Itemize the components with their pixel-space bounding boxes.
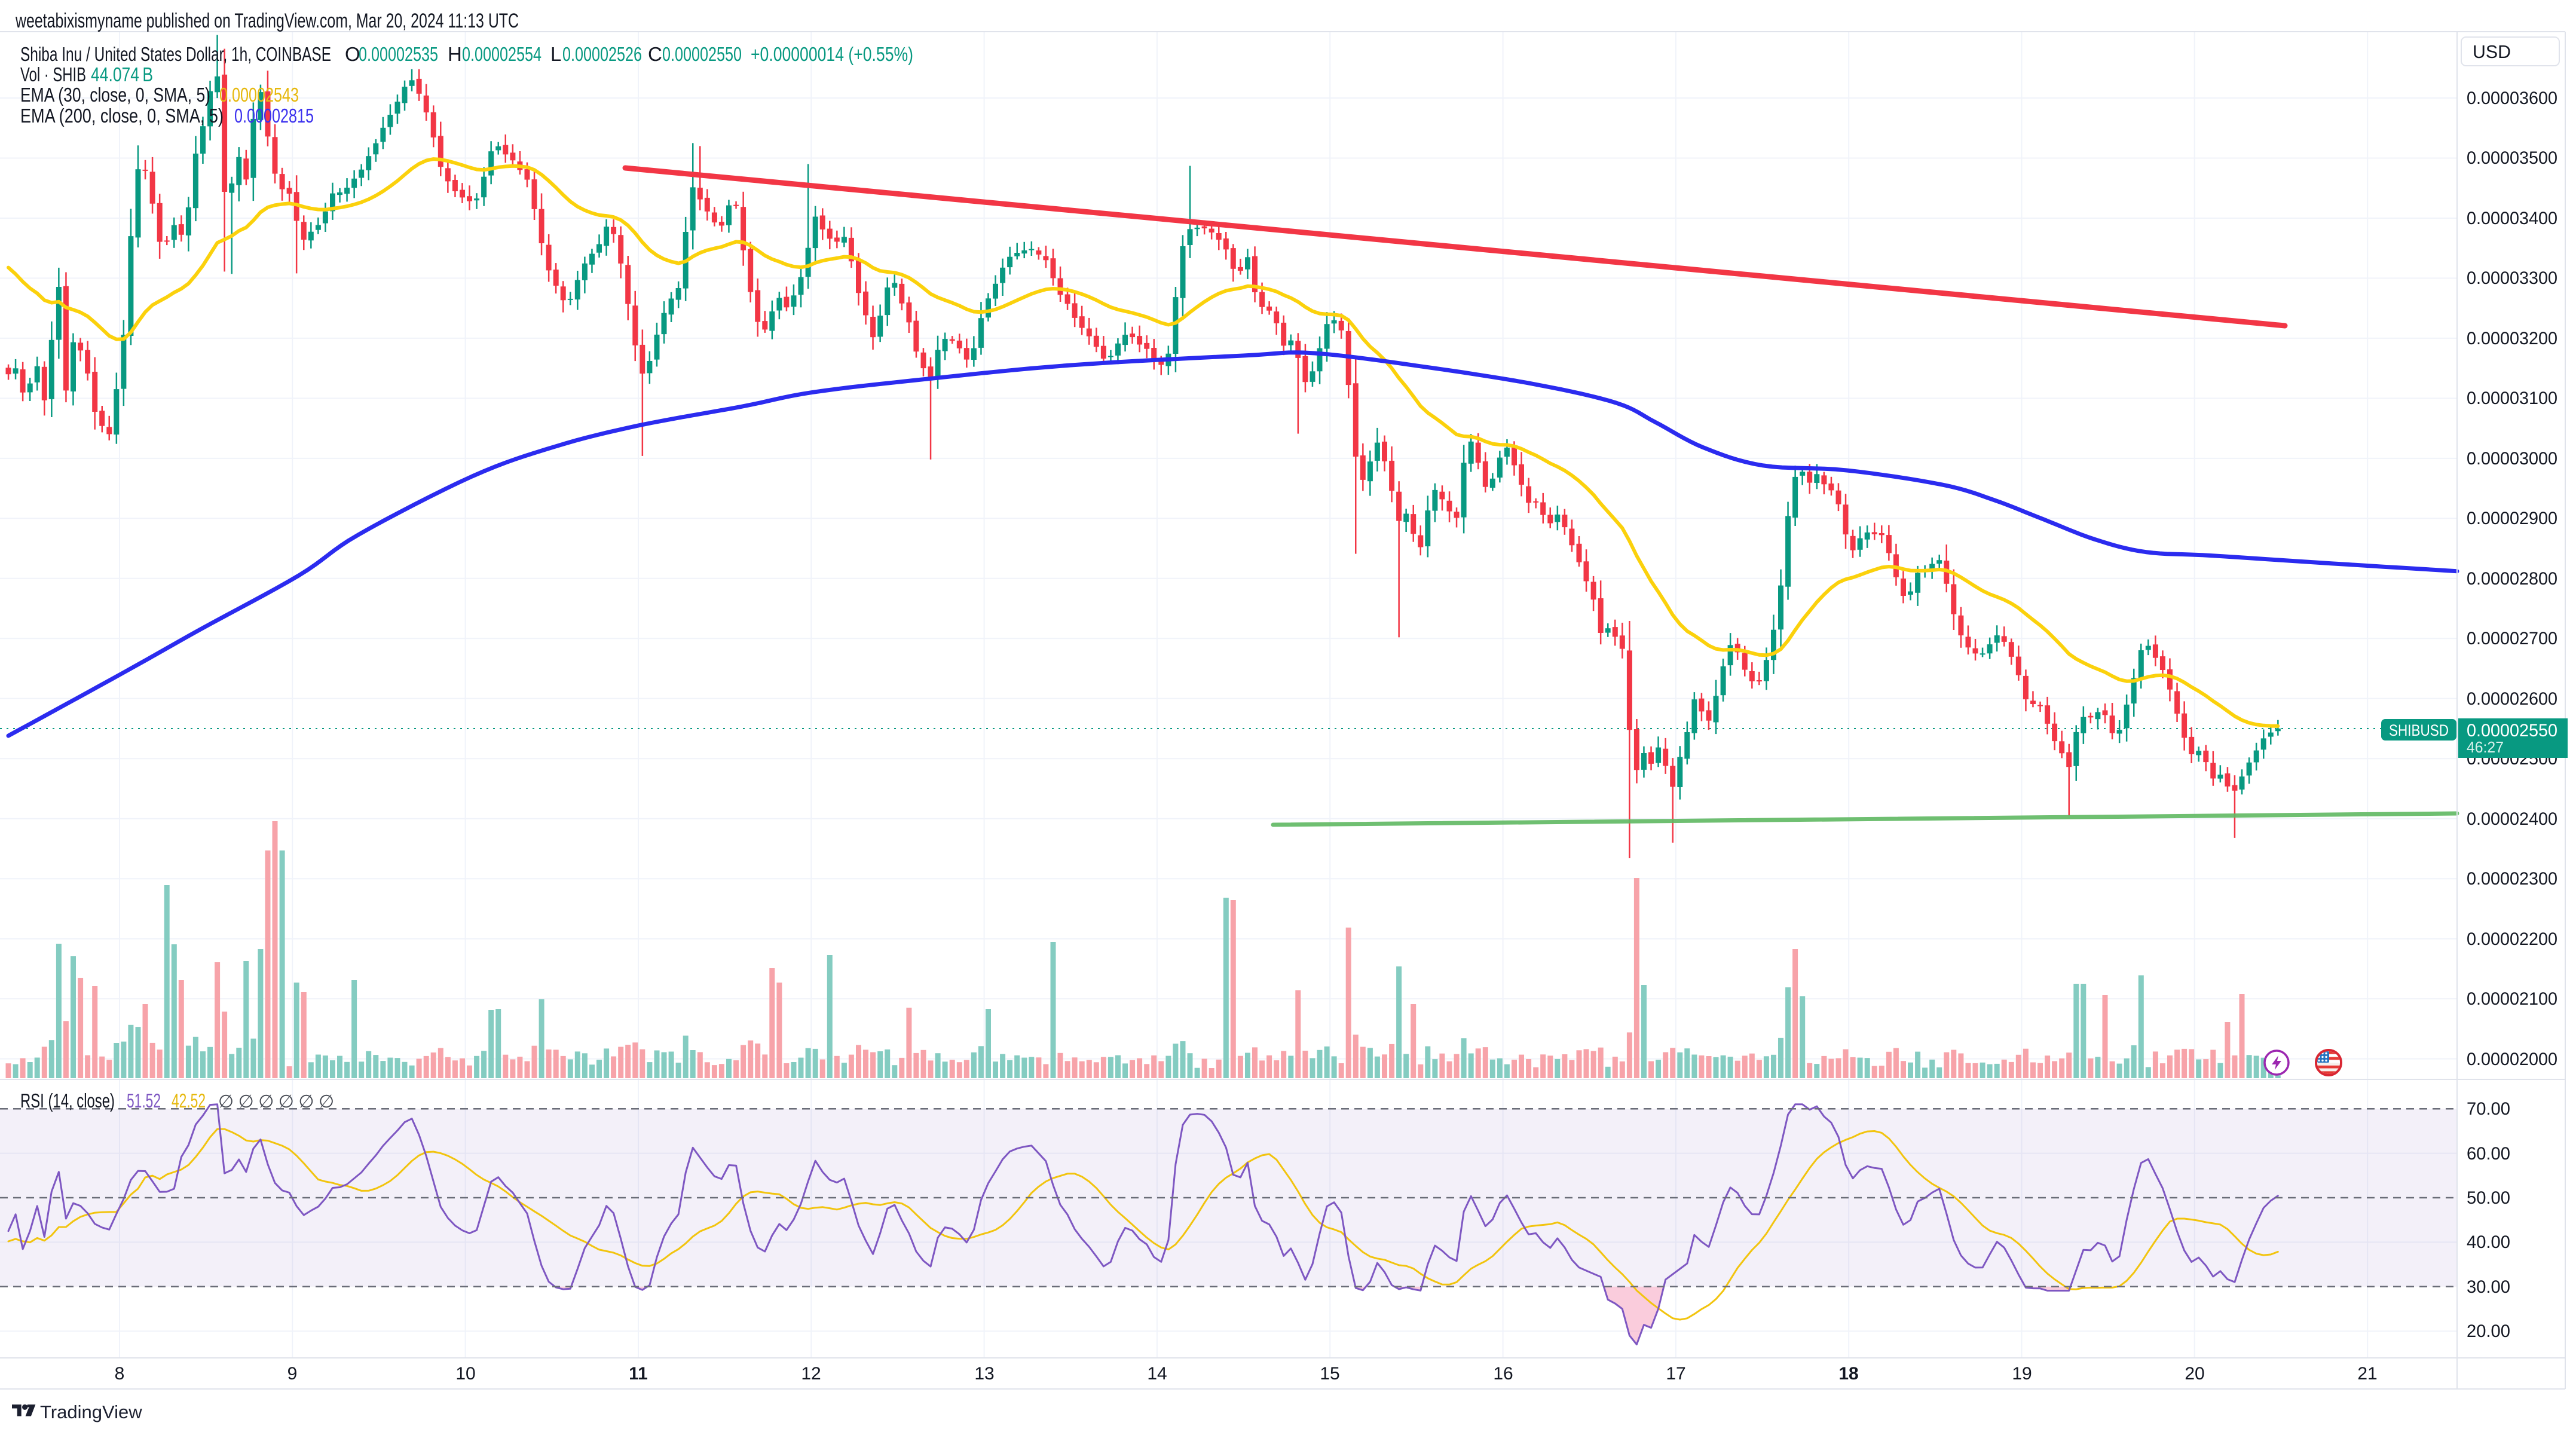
svg-text:16: 16: [1493, 1364, 1513, 1384]
svg-text:18: 18: [1838, 1364, 1858, 1384]
svg-text:51.52: 51.52: [127, 1090, 161, 1112]
svg-text:∅: ∅: [298, 1092, 314, 1112]
svg-text:46:27: 46:27: [2467, 738, 2504, 756]
svg-text:15: 15: [1320, 1364, 1339, 1384]
svg-text:0.00003300: 0.00003300: [2467, 268, 2557, 288]
svg-text:0.00002400: 0.00002400: [2467, 809, 2557, 829]
svg-text:weetabixismyname published on: weetabixismyname published on TradingVie…: [15, 10, 519, 32]
svg-text:0.00003500: 0.00003500: [2467, 148, 2557, 168]
svg-text:0.00003600: 0.00003600: [2467, 88, 2557, 108]
svg-text:USD: USD: [2473, 41, 2511, 62]
svg-text:∅: ∅: [279, 1092, 294, 1112]
svg-text:Shiba Inu / United States Doll: Shiba Inu / United States Dollar, 1h, CO…: [20, 43, 331, 65]
svg-text:0.00002700: 0.00002700: [2467, 629, 2557, 648]
svg-text:30.00: 30.00: [2467, 1277, 2510, 1297]
svg-text:0.00002526: 0.00002526: [562, 43, 642, 65]
svg-text:RSI (14, close): RSI (14, close): [20, 1090, 115, 1112]
svg-text:C: C: [648, 43, 662, 65]
svg-text:0.00002300: 0.00002300: [2467, 869, 2557, 889]
svg-text:TradingView: TradingView: [40, 1402, 142, 1422]
svg-text:44.074 B: 44.074 B: [91, 63, 153, 85]
svg-text:0.00002000: 0.00002000: [2467, 1049, 2557, 1069]
svg-text:EMA (200, close, 0, SMA, 5): EMA (200, close, 0, SMA, 5): [20, 105, 224, 127]
svg-text:0.00002550: 0.00002550: [2467, 721, 2557, 741]
svg-text:10: 10: [455, 1364, 475, 1384]
svg-text:0.00002900: 0.00002900: [2467, 509, 2557, 528]
svg-text:0.00003100: 0.00003100: [2467, 388, 2557, 408]
svg-text:21: 21: [2357, 1364, 2377, 1384]
svg-text:20.00: 20.00: [2467, 1321, 2510, 1341]
svg-text:8: 8: [115, 1364, 125, 1384]
svg-text:0.00002200: 0.00002200: [2467, 929, 2557, 949]
svg-text:0.00002815: 0.00002815: [234, 105, 314, 127]
svg-text:L: L: [550, 43, 561, 65]
svg-text:14: 14: [1147, 1364, 1167, 1384]
svg-text:0.00002550: 0.00002550: [662, 43, 742, 65]
svg-text:11: 11: [629, 1364, 648, 1384]
svg-text:0.00003000: 0.00003000: [2467, 449, 2557, 469]
svg-text:∅: ∅: [258, 1092, 274, 1112]
svg-text:0.00002554: 0.00002554: [462, 43, 541, 65]
svg-text:0.00002100: 0.00002100: [2467, 989, 2557, 1009]
svg-text:Vol · SHIB: Vol · SHIB: [20, 63, 86, 85]
svg-text:O: O: [345, 43, 360, 65]
svg-text:12: 12: [801, 1364, 821, 1384]
svg-text:∅: ∅: [238, 1092, 254, 1112]
svg-text:0.00002600: 0.00002600: [2467, 689, 2557, 709]
svg-text:40.00: 40.00: [2467, 1232, 2510, 1252]
svg-text:∅: ∅: [218, 1092, 234, 1112]
svg-text:∅: ∅: [319, 1092, 334, 1112]
svg-text:+0.00000014 (+0.55%): +0.00000014 (+0.55%): [751, 43, 913, 65]
svg-text:SHIBUSD: SHIBUSD: [2389, 721, 2449, 739]
svg-text:EMA (30, close, 0, SMA, 5): EMA (30, close, 0, SMA, 5): [20, 84, 210, 106]
svg-text:42.52: 42.52: [172, 1090, 206, 1112]
svg-text:0.00003200: 0.00003200: [2467, 329, 2557, 348]
svg-text:19: 19: [2012, 1364, 2032, 1384]
svg-text:13: 13: [974, 1364, 994, 1384]
svg-text:9: 9: [287, 1364, 298, 1384]
svg-text:0.00002535: 0.00002535: [359, 43, 438, 65]
svg-text:0.00002800: 0.00002800: [2467, 569, 2557, 589]
svg-text:50.00: 50.00: [2467, 1188, 2510, 1208]
svg-text:0.00003400: 0.00003400: [2467, 209, 2557, 228]
svg-text:H: H: [448, 43, 462, 65]
svg-text:17: 17: [1666, 1364, 1685, 1384]
svg-text:60.00: 60.00: [2467, 1144, 2510, 1164]
svg-text:20: 20: [2185, 1364, 2204, 1384]
svg-text:0.00002543: 0.00002543: [219, 84, 299, 106]
svg-text:70.00: 70.00: [2467, 1099, 2510, 1119]
